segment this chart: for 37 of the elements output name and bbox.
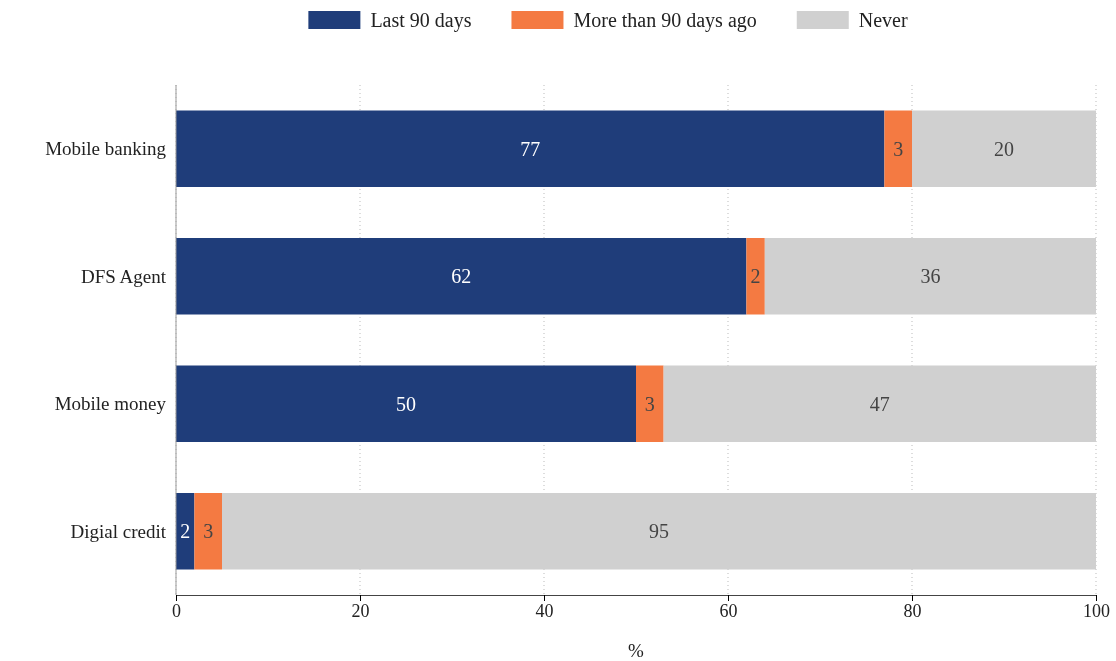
data-label: 2 bbox=[750, 265, 761, 288]
bar bbox=[176, 365, 636, 442]
data-label: 36 bbox=[920, 265, 941, 288]
legend-label: Last 90 days bbox=[370, 9, 472, 32]
data-label: 95 bbox=[649, 520, 669, 543]
x-tick-label: 80 bbox=[903, 600, 922, 621]
bar bbox=[176, 238, 747, 315]
x-tick-label: 0 bbox=[172, 600, 181, 621]
data-label: 47 bbox=[869, 392, 890, 415]
x-axis-title: % bbox=[628, 640, 645, 661]
bar bbox=[636, 365, 664, 442]
bar bbox=[764, 238, 1096, 315]
bar bbox=[746, 238, 765, 315]
y-tick-label: Digial credit bbox=[70, 520, 167, 542]
data-label: 77 bbox=[520, 137, 541, 160]
x-tick-label: 60 bbox=[719, 600, 738, 621]
data-label: 20 bbox=[994, 137, 1014, 160]
y-tick-label: Mobile money bbox=[54, 393, 167, 415]
data-label: 50 bbox=[396, 392, 416, 415]
bar bbox=[912, 110, 1096, 187]
legend-label: More than 90 days ago bbox=[573, 9, 757, 32]
bar bbox=[663, 365, 1096, 442]
data-label: 3 bbox=[893, 137, 904, 160]
bar bbox=[884, 110, 912, 187]
data-label: 3 bbox=[203, 520, 214, 543]
data-label: 3 bbox=[644, 392, 655, 415]
x-tick-label: 40 bbox=[535, 600, 554, 621]
legend-label: Never bbox=[858, 9, 908, 31]
bar bbox=[222, 493, 1096, 570]
data-label: 62 bbox=[451, 265, 472, 288]
x-tick-label: 20 bbox=[351, 600, 370, 621]
data-label: 2 bbox=[180, 520, 191, 543]
bar bbox=[176, 110, 885, 187]
y-tick-label: DFS Agent bbox=[81, 265, 167, 287]
bar bbox=[194, 493, 222, 570]
y-tick-label: Mobile banking bbox=[45, 138, 167, 160]
x-tick-label: 100 bbox=[1083, 600, 1110, 621]
